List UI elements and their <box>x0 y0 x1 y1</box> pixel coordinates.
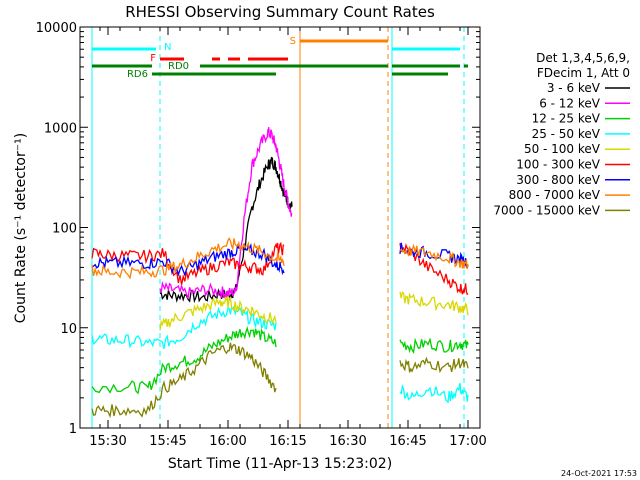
series-7-segment-0 <box>91 237 285 280</box>
series-3-segment-0 <box>91 305 277 349</box>
y-tick-label-2: 100 <box>52 222 77 237</box>
series-4-segment-1 <box>399 291 469 316</box>
flag-label-s: S <box>290 36 296 47</box>
y-tick-label-3: 1000 <box>44 121 77 136</box>
legend-label-8: 7000 - 15000 keV <box>493 203 600 217</box>
series-3-segment-1 <box>399 382 469 404</box>
series-1-segment-0 <box>159 127 293 299</box>
flag-label-n: N <box>164 42 171 53</box>
x-tick-label-3: 16:15 <box>269 434 306 449</box>
legend-label-3: 25 - 50 keV <box>532 127 601 141</box>
legend-label-7: 800 - 7000 keV <box>509 188 601 202</box>
x-tick-label-4: 16:30 <box>329 434 366 449</box>
legend-label-2: 12 - 25 keV <box>532 112 601 126</box>
chart-title: RHESSI Observing Summary Count Rates <box>125 3 435 21</box>
series-2-segment-1 <box>399 337 469 355</box>
flag-label-rd0: RD0 <box>168 61 189 72</box>
y-tick-label-0: 1 <box>69 422 77 437</box>
series-7-segment-1 <box>399 243 469 270</box>
x-tick-label-1: 15:45 <box>149 434 186 449</box>
vertical-marker-lines <box>91 27 465 428</box>
x-tick-label-0: 15:30 <box>89 434 126 449</box>
series-8-segment-1 <box>399 356 469 374</box>
series-0-segment-0 <box>159 156 293 304</box>
series-4-segment-0 <box>159 296 277 331</box>
legend-header-line-1: Det 1,3,4,5,6,9, <box>536 51 630 65</box>
legend-label-4: 50 - 100 keV <box>524 142 601 156</box>
legend-label-0: 3 - 6 keV <box>547 81 601 95</box>
flag-bars: N S F RD0 RD6 <box>92 36 468 80</box>
x-tick-label-5: 16:45 <box>389 434 426 449</box>
timestamp: 24-Oct-2021 17:53 <box>561 469 637 478</box>
legend-label-5: 100 - 300 keV <box>516 158 600 172</box>
axis-ticks: 15:30 15:45 16:00 16:15 16:30 16:45 17:00 1 10 10… <box>36 21 487 449</box>
y-axis-label: Count Rate (s⁻¹ detector⁻¹) <box>13 133 29 323</box>
flag-label-rd6: RD6 <box>127 69 148 80</box>
legend: Det 1,3,4,5,6,9, FDecim 1, Att 0 3 - 6 k… <box>493 51 630 217</box>
x-tick-label-2: 16:00 <box>209 434 246 449</box>
series-6-segment-0 <box>91 242 285 277</box>
legend-label-6: 300 - 800 keV <box>516 173 600 187</box>
series-5-segment-0 <box>91 241 285 285</box>
series-layer <box>91 127 469 419</box>
series-2-segment-0 <box>91 325 277 395</box>
legend-label-1: 6 - 12 keV <box>539 96 601 110</box>
flag-label-f: F <box>150 53 156 64</box>
y-tick-label-1: 10 <box>60 322 77 337</box>
x-tick-label-6: 17:00 <box>449 434 486 449</box>
x-axis-label: Start Time (11-Apr-13 15:23:02) <box>168 456 392 472</box>
y-tick-label-4: 10000 <box>36 21 77 36</box>
series-8-segment-0 <box>91 342 277 419</box>
legend-header-line-2: FDecim 1, Att 0 <box>537 66 630 80</box>
